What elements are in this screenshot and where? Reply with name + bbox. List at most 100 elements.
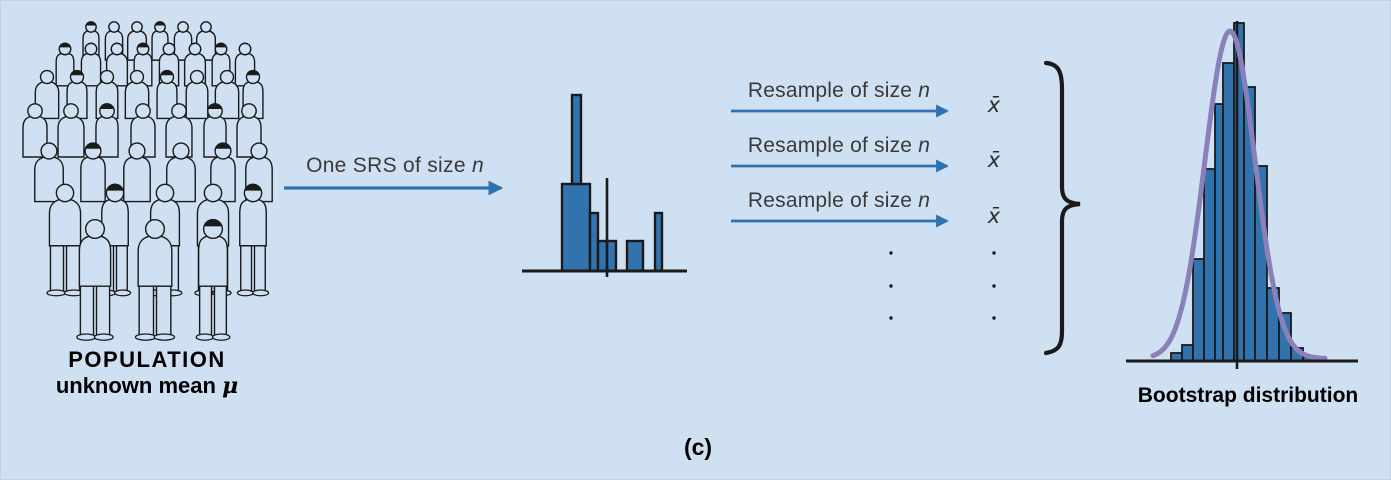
person-body xyxy=(185,81,209,120)
person-head xyxy=(84,218,106,240)
person-head xyxy=(99,69,115,85)
person-head xyxy=(200,21,212,33)
person-head xyxy=(238,42,252,56)
person-body xyxy=(123,156,151,203)
person-head xyxy=(203,183,223,203)
person-hair xyxy=(160,70,174,76)
histogram-bar xyxy=(625,239,645,273)
histogram-bar xyxy=(1181,344,1194,362)
person-figure xyxy=(46,183,84,297)
histogram-bar xyxy=(1192,258,1205,362)
person-head xyxy=(108,21,120,33)
population-title: POPULATION xyxy=(68,347,226,372)
person-head xyxy=(40,142,58,160)
normal-curve xyxy=(1150,28,1328,361)
person-figure xyxy=(95,103,119,158)
resample-label-text: Resample of size xyxy=(747,189,919,212)
person-head xyxy=(129,69,145,85)
person-hair xyxy=(215,142,231,149)
curly-brace xyxy=(1043,60,1081,356)
person-foot xyxy=(236,289,254,297)
person-head xyxy=(131,21,143,33)
person-leg xyxy=(138,285,155,337)
person-leg xyxy=(213,285,228,337)
person-foot xyxy=(195,333,215,341)
srs-arrow-label: One SRS of size n xyxy=(306,154,484,177)
ellipsis-dot xyxy=(889,251,893,255)
person-figure xyxy=(242,69,264,120)
person-head xyxy=(135,103,151,119)
ellipsis-dot xyxy=(992,251,996,255)
person-hair xyxy=(208,103,222,109)
person-figure xyxy=(76,218,114,341)
srs-label-n: n xyxy=(471,154,484,177)
resample-label-n: n xyxy=(918,134,931,157)
person-leg xyxy=(155,285,172,337)
person-head xyxy=(84,42,98,56)
person-head xyxy=(155,183,175,203)
person-body xyxy=(78,235,112,287)
person-hair xyxy=(106,183,124,191)
person-hair xyxy=(246,70,260,76)
person-leg xyxy=(115,245,128,293)
person-figure xyxy=(123,142,151,203)
resample-label-text: Resample of size xyxy=(747,79,919,102)
person-hair xyxy=(244,183,262,191)
population-subtitle-text: unknown mean xyxy=(55,373,223,398)
person-hair xyxy=(204,218,222,227)
histogram-bar xyxy=(570,93,583,186)
histogram-bar xyxy=(560,182,592,273)
histogram-bar xyxy=(588,211,600,273)
person-foot xyxy=(153,333,176,341)
person-head xyxy=(63,103,79,119)
person-hair xyxy=(137,42,149,48)
crowd-illustration xyxy=(22,21,273,341)
population-title-text: POPULATION xyxy=(68,347,226,372)
person-leg xyxy=(198,285,213,337)
person-head xyxy=(219,69,235,85)
person-figure xyxy=(195,218,231,341)
person-leg xyxy=(49,245,65,293)
ellipsis-dot xyxy=(889,284,893,288)
person-foot xyxy=(134,333,157,341)
person-figure xyxy=(80,42,102,87)
person-head xyxy=(39,69,55,85)
person-figure xyxy=(134,218,176,341)
xbar-value-1: x̄ xyxy=(987,93,1001,117)
person-head xyxy=(188,42,202,56)
person-leg xyxy=(79,285,95,337)
bootstrap-distribution-label: Bootstrap distribution xyxy=(1137,384,1359,407)
person-head xyxy=(110,42,124,56)
person-head xyxy=(171,103,187,119)
person-head xyxy=(144,218,166,240)
person-figure xyxy=(57,103,85,158)
srs-sample-histogram xyxy=(522,93,687,277)
resample-label-text: Resample of size xyxy=(747,134,919,157)
person-figure xyxy=(80,142,106,203)
person-figure xyxy=(185,69,209,120)
person-hair xyxy=(100,103,114,109)
person-body xyxy=(197,235,229,287)
person-body xyxy=(137,235,173,287)
person-head xyxy=(27,103,43,119)
continuation-dots xyxy=(889,251,996,320)
resample-label-2: Resample of size n xyxy=(748,134,930,157)
person-hair xyxy=(215,42,227,48)
person-leg xyxy=(65,245,81,293)
person-figure xyxy=(236,183,270,297)
resample-label-n: n xyxy=(918,189,931,212)
person-foot xyxy=(93,333,114,341)
histogram-bar xyxy=(1214,103,1224,362)
person-leg xyxy=(253,245,266,293)
bootstrap-histogram xyxy=(1126,21,1358,369)
histogram-bar xyxy=(1222,62,1235,362)
ellipsis-dot xyxy=(992,316,996,320)
person-foot xyxy=(252,289,270,297)
person-body xyxy=(95,115,119,158)
person-body xyxy=(239,198,267,247)
ellipsis-dot xyxy=(992,284,996,288)
person-head xyxy=(172,142,190,160)
person-hair xyxy=(86,21,96,26)
